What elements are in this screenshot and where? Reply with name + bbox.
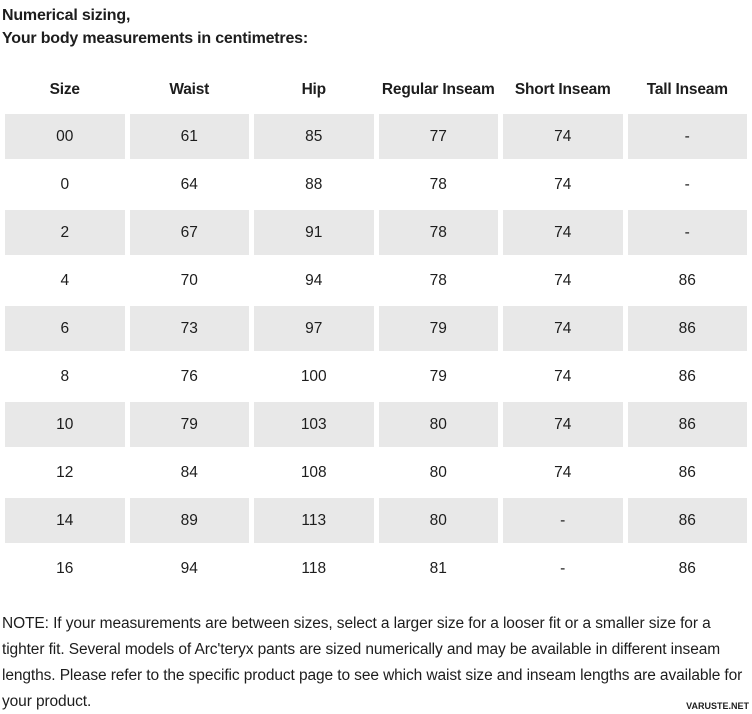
- table-cell: -: [627, 114, 747, 159]
- table-cell: 10: [5, 402, 125, 447]
- table-cell: 6: [5, 306, 125, 351]
- table-row: 16 94 118 81-86: [5, 546, 747, 591]
- sizing-note: NOTE: If your measurements are between s…: [2, 615, 743, 710]
- table-cell: 97: [254, 306, 374, 351]
- table-cell: 78: [378, 162, 498, 207]
- table-cell: 73: [129, 306, 249, 351]
- table-cell: 94: [254, 258, 374, 303]
- size-table-body: 00 61 85 77 74-0 64 88 78 74-2 67 91 78 74-4 70 94 78 74…: [5, 114, 747, 591]
- table-cell: 118: [254, 546, 374, 591]
- table-cell: 74: [503, 354, 623, 399]
- table-cell: 61: [129, 114, 249, 159]
- table-row: 6 73 97 79 74 86: [5, 306, 747, 351]
- table-cell: 4: [5, 258, 125, 303]
- table-cell: 91: [254, 210, 374, 255]
- table-cell: 8: [5, 354, 125, 399]
- table-cell: 103: [254, 402, 374, 447]
- table-cell: -: [503, 498, 623, 543]
- table-cell: 86: [627, 402, 747, 447]
- table-cell: 94: [129, 546, 249, 591]
- table-cell: -: [627, 210, 747, 255]
- table-cell: 100: [254, 354, 374, 399]
- table-cell: 74: [503, 258, 623, 303]
- table-cell: 74: [503, 306, 623, 351]
- table-cell: 80: [378, 402, 498, 447]
- size-chart-table: Size Waist Hip Regular Inseam Short Inse…: [0, 66, 752, 594]
- column-header-hip: Hip: [254, 69, 374, 111]
- watermark-label: VARUSTE.NET: [686, 701, 749, 711]
- table-cell: 14: [5, 498, 125, 543]
- table-row: 10 79 103 80 74 86: [5, 402, 747, 447]
- table-cell: 70: [129, 258, 249, 303]
- table-cell: 79: [129, 402, 249, 447]
- table-cell: -: [627, 162, 747, 207]
- table-cell: 78: [378, 258, 498, 303]
- table-cell: 86: [627, 498, 747, 543]
- table-cell: 86: [627, 306, 747, 351]
- table-cell: 89: [129, 498, 249, 543]
- table-cell: 81: [378, 546, 498, 591]
- table-cell: 16: [5, 546, 125, 591]
- table-row: 00 61 85 77 74-: [5, 114, 747, 159]
- table-cell: 113: [254, 498, 374, 543]
- table-cell: 77: [378, 114, 498, 159]
- table-cell: 64: [129, 162, 249, 207]
- page-title-line-1: Numerical sizing,: [2, 7, 131, 24]
- table-row: 2 67 91 78 74-: [5, 210, 747, 255]
- table-cell: 86: [627, 258, 747, 303]
- table-cell: 108: [254, 450, 374, 495]
- table-cell: 88: [254, 162, 374, 207]
- table-row: 0 64 88 78 74-: [5, 162, 747, 207]
- table-row: 14 89 113 80-86: [5, 498, 747, 543]
- table-cell: -: [503, 546, 623, 591]
- table-row: 8 76 100 79 74 86: [5, 354, 747, 399]
- table-cell: 78: [378, 210, 498, 255]
- size-table-header: Size Waist Hip Regular Inseam Short Inse…: [5, 69, 747, 111]
- table-cell: 80: [378, 450, 498, 495]
- table-cell: 80: [378, 498, 498, 543]
- page-title-line-2: Your body measurements in centimetres:: [2, 30, 308, 47]
- table-cell: 74: [503, 114, 623, 159]
- table-cell: 67: [129, 210, 249, 255]
- column-header-tall-inseam: Tall Inseam: [627, 69, 747, 111]
- table-row: 4 70 94 78 74 86: [5, 258, 747, 303]
- table-cell: 85: [254, 114, 374, 159]
- header-row: Size Waist Hip Regular Inseam Short Inse…: [5, 69, 747, 111]
- title-block: Numerical sizing, Your body measurements…: [0, 6, 752, 49]
- table-cell: 84: [129, 450, 249, 495]
- table-cell: 2: [5, 210, 125, 255]
- column-header-short-inseam: Short Inseam: [503, 69, 623, 111]
- column-header-size: Size: [5, 69, 125, 111]
- table-cell: 00: [5, 114, 125, 159]
- table-cell: 74: [503, 402, 623, 447]
- table-row: 12 84 108 80 74 86: [5, 450, 747, 495]
- table-cell: 74: [503, 162, 623, 207]
- table-cell: 0: [5, 162, 125, 207]
- column-header-regular-inseam: Regular Inseam: [378, 69, 498, 111]
- table-cell: 86: [627, 546, 747, 591]
- column-header-waist: Waist: [129, 69, 249, 111]
- table-cell: 79: [378, 354, 498, 399]
- table-cell: 74: [503, 210, 623, 255]
- table-cell: 74: [503, 450, 623, 495]
- table-cell: 79: [378, 306, 498, 351]
- table-cell: 12: [5, 450, 125, 495]
- table-cell: 86: [627, 450, 747, 495]
- table-cell: 86: [627, 354, 747, 399]
- table-cell: 76: [129, 354, 249, 399]
